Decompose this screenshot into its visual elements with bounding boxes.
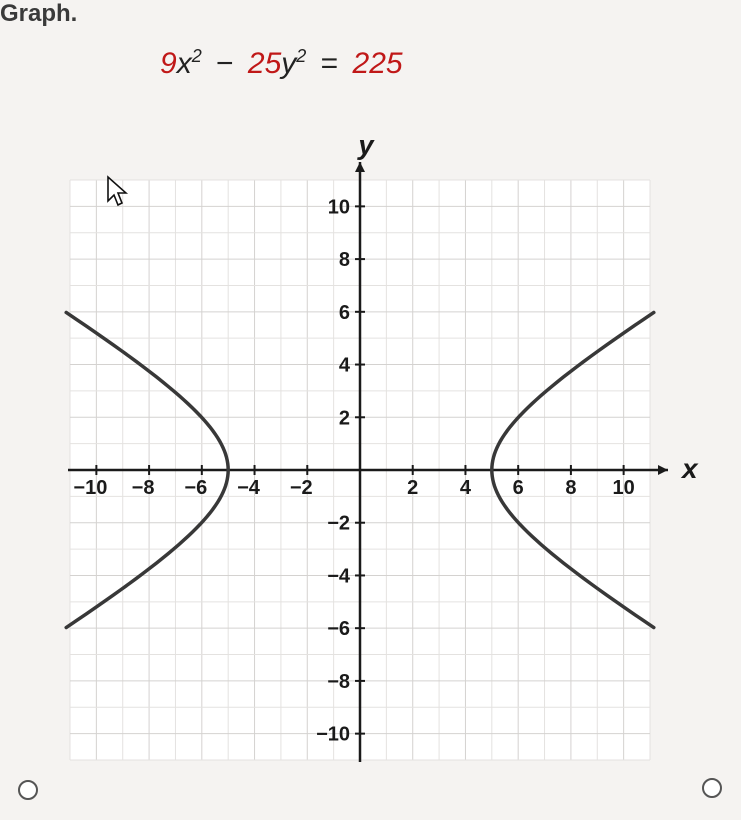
svg-text:−2: −2	[327, 513, 350, 535]
equation-var-y: y	[281, 47, 296, 80]
equation-op-minus: −	[216, 47, 234, 80]
svg-text:−10: −10	[73, 477, 107, 499]
option-radio-left[interactable]	[18, 780, 38, 800]
svg-text:4: 4	[460, 477, 472, 499]
equation-rhs: 225	[353, 47, 403, 80]
equation-exp-1: 2	[192, 46, 202, 66]
svg-text:−4: −4	[327, 565, 351, 587]
equation: 9x2 − 25y2 = 225	[160, 46, 403, 81]
svg-text:y: y	[356, 140, 375, 160]
option-radio-right[interactable]	[702, 778, 722, 798]
equation-op-eq: =	[321, 47, 339, 80]
svg-text:−2: −2	[290, 477, 313, 499]
svg-text:8: 8	[339, 249, 350, 271]
svg-text:x: x	[680, 453, 699, 484]
svg-text:8: 8	[565, 477, 576, 499]
graph-container: −10 −8 −6 −4 −2 2 4 6 8 10 10 8 6 4 2 −2 −4 −6 −8 −10 x y	[30, 140, 710, 785]
svg-text:10: 10	[613, 477, 635, 499]
equation-coef-2: 25	[248, 47, 281, 80]
svg-text:−10: −10	[316, 724, 350, 746]
hyperbola-chart: −10 −8 −6 −4 −2 2 4 6 8 10 10 8 6 4 2 −2 −4 −6 −8 −10 x y	[30, 140, 710, 780]
svg-text:−8: −8	[327, 671, 350, 693]
svg-text:2: 2	[339, 407, 350, 429]
svg-text:4: 4	[339, 355, 351, 377]
svg-text:6: 6	[513, 477, 524, 499]
equation-var-x: x	[177, 47, 192, 80]
svg-text:−8: −8	[132, 477, 155, 499]
svg-text:6: 6	[339, 302, 350, 324]
svg-text:−6: −6	[184, 477, 207, 499]
svg-text:10: 10	[328, 196, 350, 218]
svg-text:−6: −6	[327, 618, 350, 640]
svg-text:−4: −4	[237, 477, 261, 499]
page-title: Graph.	[0, 0, 77, 28]
svg-text:2: 2	[407, 477, 418, 499]
equation-coef-1: 9	[160, 47, 177, 80]
equation-exp-2: 2	[296, 46, 306, 66]
